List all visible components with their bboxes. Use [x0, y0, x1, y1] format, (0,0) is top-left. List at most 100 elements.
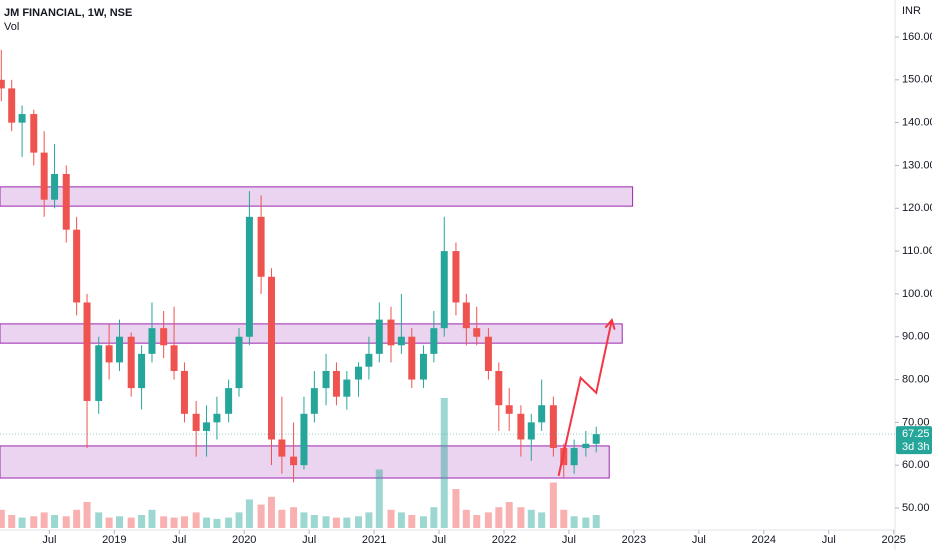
y-tick-label: 50.00 — [902, 502, 930, 514]
volume-bar — [83, 502, 91, 528]
candle-body — [505, 405, 513, 414]
volume-bar — [332, 517, 340, 528]
volume-bar — [560, 509, 568, 528]
y-tick-label: 110.00 — [902, 245, 932, 257]
candle-body — [192, 413, 200, 431]
volume-bar — [127, 517, 135, 528]
x-tick-label: 2023 — [622, 534, 646, 546]
volume-bar — [0, 509, 5, 528]
candle-body — [430, 328, 438, 354]
volume-bar — [592, 515, 600, 528]
volume-bar — [538, 512, 546, 528]
candle-body — [387, 319, 395, 346]
volume-bar — [290, 507, 298, 528]
candle-body — [440, 251, 448, 329]
volume-bar — [95, 512, 103, 528]
candle-body — [452, 251, 460, 303]
volume-bar — [138, 515, 146, 528]
candle-body — [245, 216, 253, 337]
y-tick-label: 140.00 — [902, 117, 932, 129]
candle-body — [180, 370, 188, 414]
volume-label: Vol — [4, 21, 19, 33]
volume-bar — [408, 515, 416, 528]
x-tick-label: 2025 — [881, 534, 905, 546]
candle-body — [138, 353, 146, 389]
candle-body — [538, 405, 546, 423]
zone — [0, 323, 623, 344]
volume-bar — [462, 509, 470, 528]
volume-bar — [430, 507, 438, 528]
candle-body — [225, 388, 233, 414]
candle-body — [527, 422, 535, 440]
candle-body — [473, 328, 481, 337]
volume-bar — [300, 512, 308, 528]
last-price-label: 67.25 — [902, 428, 930, 440]
candle-body — [549, 405, 557, 449]
candle-body — [332, 370, 340, 397]
candle-body — [160, 328, 168, 346]
volume-bar — [582, 517, 590, 528]
volume-bar — [419, 516, 427, 528]
y-tick-label: 160.00 — [902, 31, 932, 43]
candle-body — [116, 336, 124, 363]
candle-body — [343, 379, 351, 397]
volume-bar — [225, 517, 233, 528]
volume-bar — [18, 517, 26, 528]
x-tick-label: Jul — [432, 534, 446, 546]
x-tick-label: 2021 — [362, 534, 386, 546]
plot — [0, 49, 895, 528]
y-tick-label: 80.00 — [902, 373, 930, 385]
volume-bar — [116, 516, 124, 528]
volume-bar — [213, 518, 221, 528]
volume-bar — [257, 504, 265, 528]
y-tick-label: 130.00 — [902, 159, 932, 171]
candle-body — [51, 174, 59, 200]
volume-bar — [310, 515, 318, 528]
candle-body — [365, 353, 373, 367]
candle-body — [62, 174, 70, 230]
volume-bar — [495, 507, 503, 528]
axes: 50.00 60.00 70.00 80.00 90.00 100.00 110.00 120… — [42, 31, 932, 546]
candle-body — [310, 388, 318, 414]
candle-body — [495, 370, 503, 406]
candle-body — [322, 370, 330, 389]
volume-bar — [375, 469, 383, 528]
candle-body — [290, 456, 298, 466]
x-tick-label: Jul — [562, 534, 576, 546]
candle-body — [213, 413, 221, 423]
x-tick-label: Jul — [302, 534, 316, 546]
x-tick-label: Jul — [172, 534, 186, 546]
countdown-label: 3d 3h — [902, 441, 930, 453]
y-tick-label: 70.00 — [902, 416, 930, 428]
volume-bar — [549, 482, 557, 528]
volume-bar — [160, 516, 168, 528]
volume-bar — [148, 509, 156, 528]
x-tick-label: 2019 — [102, 534, 126, 546]
y-tick-label: 60.00 — [902, 459, 930, 471]
volume-bar — [192, 512, 200, 528]
volume-bar — [343, 517, 351, 528]
candle-body — [95, 345, 103, 401]
volume-bar — [180, 516, 188, 528]
volume-bar — [527, 509, 535, 528]
volume-bar — [245, 499, 253, 528]
candle-body — [18, 114, 26, 123]
volume-bar — [570, 516, 578, 528]
projection-arrow — [557, 319, 613, 477]
candle-body — [73, 229, 81, 303]
volume-bar — [484, 512, 492, 528]
candle-body — [267, 276, 275, 440]
currency-label: INR — [902, 5, 921, 17]
candle-body — [148, 328, 156, 354]
volume-bar — [62, 516, 70, 528]
x-tick-label: Jul — [822, 534, 836, 546]
candle-body — [8, 88, 16, 123]
volume-bar — [170, 517, 178, 528]
volume-bar — [267, 496, 275, 528]
candle-body — [570, 448, 578, 466]
volume-bar — [73, 509, 81, 528]
volume-bar — [505, 502, 513, 528]
y-tick-label: 90.00 — [902, 331, 930, 343]
volume-bar — [235, 512, 243, 528]
